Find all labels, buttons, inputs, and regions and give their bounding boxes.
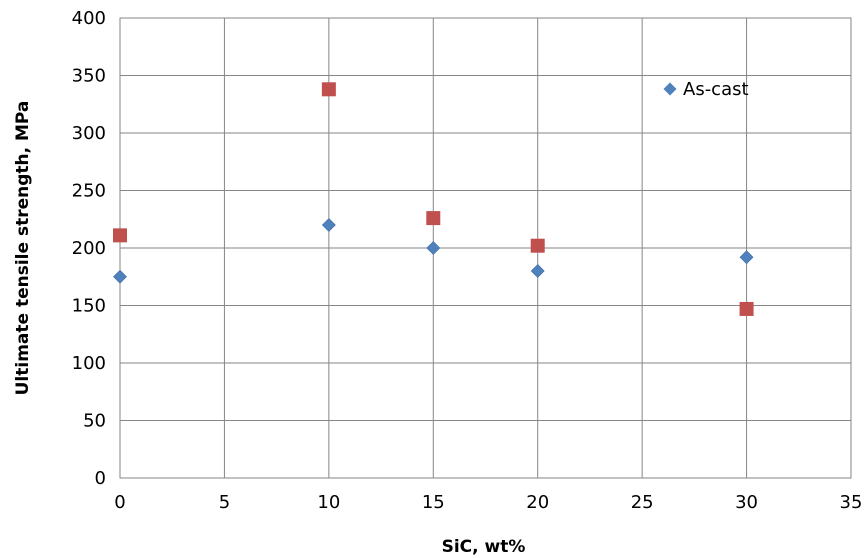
y-tick-label: 150 <box>72 296 106 317</box>
x-tick-label: 30 <box>735 492 758 513</box>
x-tick-labels: 0 5 10 15 20 25 30 35 <box>114 492 862 513</box>
data-point-diamond <box>113 269 127 284</box>
data-point-diamond <box>321 218 336 232</box>
y-tick-label: 350 <box>72 66 106 87</box>
y-tick-label: 200 <box>72 238 106 259</box>
data-point-square <box>321 82 336 97</box>
y-tick-label: 0 <box>95 468 106 489</box>
y-tick-labels: 0 50 100 150 200 250 300 350 400 <box>72 8 106 489</box>
data-point-square <box>739 301 754 316</box>
x-tick-label: 35 <box>840 492 863 513</box>
x-axis-title: SiC, wt% <box>442 537 526 557</box>
y-tick-label: 50 <box>83 411 106 432</box>
x-tick-label: 15 <box>422 492 445 513</box>
x-tick-label: 10 <box>317 492 340 513</box>
data-markers <box>113 82 754 316</box>
legend-marker-diamond <box>663 82 677 96</box>
x-tick-label: 25 <box>631 492 654 513</box>
y-tick-label: 250 <box>72 181 106 202</box>
data-point-square <box>113 228 127 243</box>
data-point-diamond <box>530 264 545 278</box>
legend-label: As-cast <box>683 79 749 100</box>
plot-area-border <box>119 17 852 479</box>
data-point-square <box>530 238 545 253</box>
data-point-diamond <box>426 241 441 255</box>
data-point-diamond <box>739 250 754 265</box>
y-axis-title: Ultimate tensile strength, MPa <box>13 101 33 396</box>
y-tick-label: 300 <box>72 123 106 144</box>
x-tick-label: 0 <box>114 492 125 513</box>
x-tick-label: 5 <box>219 492 230 513</box>
y-tick-label: 400 <box>72 8 106 29</box>
data-point-square <box>426 211 441 226</box>
legend: As-cast <box>663 79 749 100</box>
y-tick-label: 100 <box>72 353 106 374</box>
x-tick-label: 20 <box>526 492 549 513</box>
